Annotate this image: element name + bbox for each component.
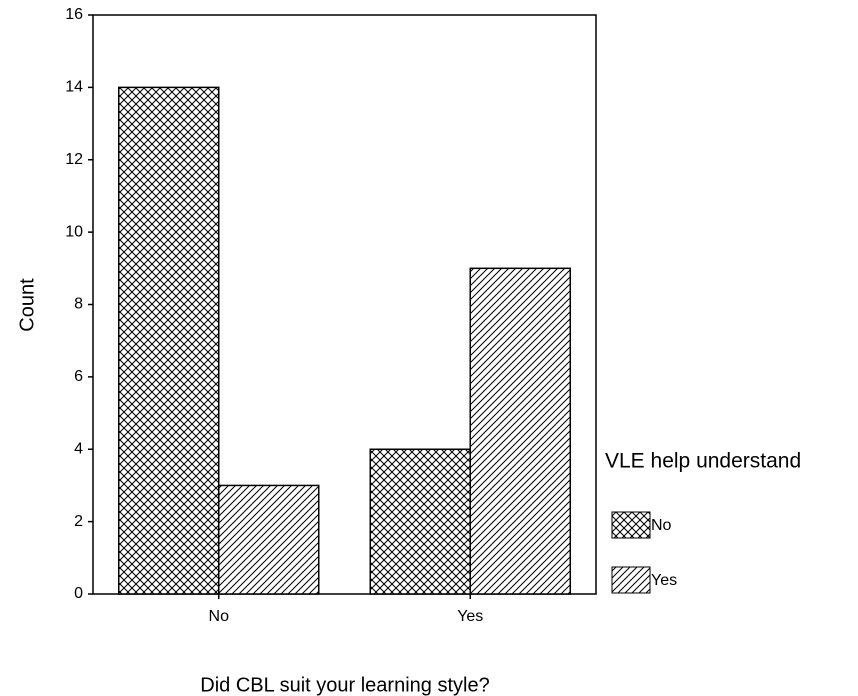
y-tick-label: 8 — [74, 296, 83, 313]
y-tick-label: 10 — [65, 223, 83, 240]
bar — [469, 267, 571, 595]
bar — [218, 484, 320, 595]
legend-label: Yes — [651, 572, 677, 589]
legend-swatch — [611, 566, 651, 594]
y-tick-label: 12 — [65, 151, 83, 168]
legend-swatch — [611, 511, 651, 539]
bar — [369, 448, 471, 595]
bar — [118, 86, 220, 595]
y-tick-label: 16 — [65, 6, 83, 23]
y-tick-label: 2 — [74, 513, 83, 530]
legend-label: No — [651, 517, 672, 534]
x-tick-label: Yes — [457, 608, 483, 625]
y-tick-label: 6 — [74, 368, 83, 385]
y-tick-label: 0 — [74, 585, 83, 602]
y-tick-label: 14 — [65, 79, 83, 96]
y-tick-label: 4 — [74, 440, 83, 457]
legend-title: VLE help understand — [605, 450, 801, 473]
x-tick-label: No — [209, 608, 230, 625]
y-axis-label: Count — [16, 278, 38, 332]
x-axis-label: Did CBL suit your learning style? — [200, 674, 489, 696]
